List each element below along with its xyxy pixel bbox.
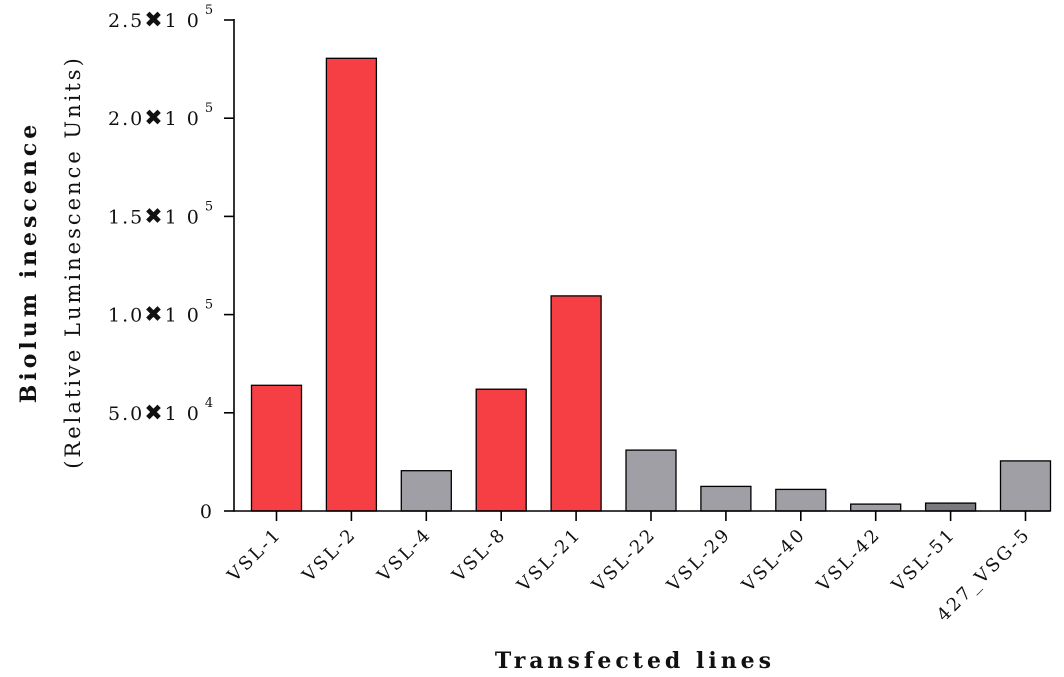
x-tick-label: VSL-40 bbox=[737, 524, 810, 597]
bar-vsl-1 bbox=[250, 384, 303, 512]
y-tick-base: 1 0 bbox=[165, 206, 201, 228]
times-icon: ✖ bbox=[144, 204, 164, 229]
x-tick-label: VSL-42 bbox=[812, 524, 885, 597]
bar-vsl-8 bbox=[475, 388, 527, 512]
y-tick-exponent: 5 bbox=[205, 298, 215, 313]
y-tick-exponent: 4 bbox=[205, 396, 215, 411]
times-icon: ✖ bbox=[144, 303, 164, 328]
y-tick-base: 1 0 bbox=[165, 305, 201, 327]
bar-vsl-2 bbox=[325, 57, 378, 512]
y-tick-label: 1.0✖1 0 5 bbox=[108, 298, 215, 328]
x-tick-label: VSL-29 bbox=[662, 524, 735, 597]
y-tick-label: 5.0✖1 0 4 bbox=[108, 396, 215, 426]
x-tick-label: VSL-8 bbox=[448, 524, 511, 587]
x-axis-title: Transfected lines bbox=[495, 648, 775, 674]
y-tick-mantissa: 2.0 bbox=[108, 108, 144, 130]
x-tick-label: VSL-51 bbox=[887, 524, 960, 597]
bar-vsl-29 bbox=[700, 485, 752, 512]
y-tick-exponent: 5 bbox=[205, 199, 215, 214]
y-tick-label: 2.0✖1 0 5 bbox=[108, 101, 215, 131]
times-icon: ✖ bbox=[144, 8, 164, 33]
bar-vsl-22 bbox=[625, 449, 677, 512]
y-tick-mantissa: 2.5 bbox=[108, 10, 144, 32]
times-icon: ✖ bbox=[144, 401, 164, 426]
x-tick-label: VSL-2 bbox=[298, 524, 361, 587]
y-tick-mantissa: 1.5 bbox=[108, 206, 144, 228]
y-tick-label: 0 bbox=[200, 501, 214, 523]
bar-vsl-40 bbox=[775, 488, 827, 512]
x-tick-label: VSL-22 bbox=[588, 524, 661, 597]
y-tick-base: 1 0 bbox=[165, 10, 201, 32]
y-tick-base: 1 0 bbox=[165, 403, 201, 425]
x-axis: VSL-1 VSL-2 VSL-4 VSL-8 VSL-21 VSL-22 VSL-29 VS… bbox=[223, 510, 1050, 626]
bar-vsl-42 bbox=[850, 503, 902, 512]
y-tick-mantissa: 5.0 bbox=[108, 403, 144, 425]
y-axis-title: Biolum inescence bbox=[16, 121, 42, 403]
bar-vsl-4 bbox=[400, 470, 452, 512]
bar-vsl-21 bbox=[550, 295, 602, 512]
y-tick-exponent: 5 bbox=[205, 3, 215, 18]
y-axis: 05.0✖1 0 41.0✖1 0 51.5✖1 0 52.0✖1 0 52.5✖1 0… bbox=[108, 3, 235, 523]
times-icon: ✖ bbox=[144, 106, 164, 131]
x-tick-label: VSL-21 bbox=[513, 524, 586, 597]
x-tick-label: VSL-1 bbox=[223, 524, 286, 587]
bars-group bbox=[250, 57, 1052, 512]
bar-vsl-51 bbox=[924, 502, 977, 512]
y-axis-subtitle: (Relative Luminescence Units) bbox=[61, 55, 85, 469]
y-tick-mantissa: 1.0 bbox=[108, 305, 144, 327]
y-tick-label: 2.5✖1 0 5 bbox=[108, 3, 215, 33]
y-tick-label: 1.5✖1 0 5 bbox=[108, 199, 215, 229]
bar-427-vsg-5 bbox=[999, 460, 1052, 512]
y-tick-exponent: 5 bbox=[205, 101, 215, 116]
x-tick-label: VSL-4 bbox=[373, 524, 436, 587]
y-tick-base: 1 0 bbox=[165, 108, 201, 130]
